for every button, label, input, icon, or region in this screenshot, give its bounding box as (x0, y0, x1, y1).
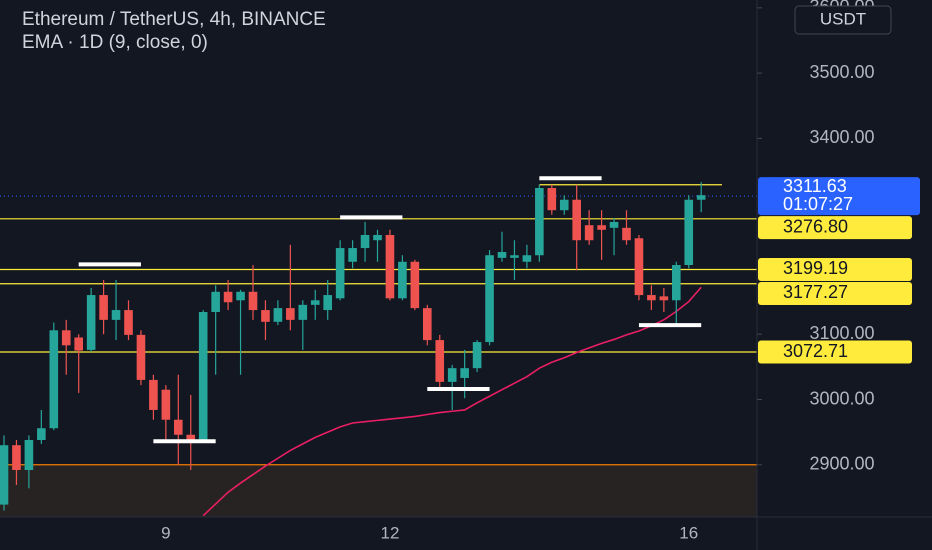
candle-body (497, 251, 507, 258)
candle-body (174, 419, 183, 435)
candle-body (273, 308, 283, 322)
candle-body (24, 439, 34, 470)
candle-body (597, 225, 606, 230)
candle-body (74, 337, 83, 351)
candle-body (348, 248, 357, 262)
candle-body (410, 261, 420, 309)
candle-body (584, 225, 594, 241)
y-tick-label: 3400.00 (809, 127, 874, 147)
level-label: 3177.27 (783, 282, 848, 302)
candle-body (323, 295, 332, 311)
candle-body (236, 291, 245, 301)
candle-body (335, 248, 345, 299)
x-tick-label: 9 (161, 523, 170, 542)
candle-body (248, 291, 258, 311)
countdown-label: 01:07:27 (783, 194, 853, 214)
candle-body (198, 312, 208, 440)
candle-body (261, 310, 270, 322)
candle-body (622, 227, 631, 241)
candle-body (659, 296, 669, 301)
candle-body (12, 445, 21, 470)
support-zone (0, 464, 757, 517)
candle-body (99, 295, 108, 320)
candle-body (398, 261, 407, 299)
ema-line (202, 286, 702, 517)
level-tag (758, 257, 912, 281)
currency-button[interactable] (794, 5, 892, 35)
candle-body (360, 235, 370, 249)
level-tag (758, 281, 912, 305)
candle-body (460, 368, 469, 378)
plot-area (0, 176, 757, 517)
candle-body (49, 330, 59, 429)
candle-body (672, 265, 681, 301)
candle-body (385, 235, 395, 299)
candle-body (111, 310, 121, 320)
level-label: 3199.19 (783, 258, 848, 278)
x-tick-label: 12 (380, 523, 399, 542)
candle-body (572, 199, 581, 241)
candle-body (696, 195, 706, 200)
candle-body (149, 379, 158, 410)
candle-body (510, 255, 519, 258)
candle-body (136, 334, 146, 380)
candle-body (684, 199, 694, 266)
candle-body (423, 308, 432, 341)
level-tag (758, 216, 912, 240)
y-tick-label: 3000.00 (809, 388, 874, 408)
chart-title: Ethereum / TetherUS, 4h, BINANCE (22, 9, 326, 30)
candle-body (547, 188, 557, 211)
candle-body (0, 445, 9, 505)
candle-body (37, 428, 46, 440)
last-price-label: 3311.63 (783, 176, 847, 196)
candle-body (310, 300, 320, 305)
candle-body (609, 221, 619, 228)
candle-body (223, 291, 233, 303)
candle-body (472, 342, 482, 369)
candle-body (634, 238, 644, 296)
y-tick-label: 2900.00 (809, 454, 874, 474)
candle-body (647, 295, 656, 301)
candle-body (485, 255, 494, 343)
candle-body (161, 389, 171, 420)
candle-body (211, 291, 220, 313)
level-tag (758, 340, 912, 364)
level-label: 3276.80 (783, 216, 848, 236)
candle-body (298, 304, 308, 320)
candle-body (535, 188, 544, 256)
candle-body (435, 340, 445, 382)
y-tick-label: 3500.00 (809, 62, 874, 82)
candle-body (124, 310, 133, 335)
candle-body (447, 368, 457, 382)
x-tick-label: 16 (679, 523, 698, 542)
candle-body (186, 434, 196, 440)
currency-label[interactable]: USDT (820, 9, 866, 28)
candle-body (286, 308, 295, 320)
candle-body (61, 330, 71, 346)
candle-body (559, 199, 569, 211)
candle-body (86, 295, 96, 350)
level-label: 3072.71 (783, 341, 848, 361)
axes: 2900.003000.003100.003400.003500.003600.… (161, 0, 920, 542)
last-price-tag (758, 177, 920, 216)
candle-body (373, 235, 382, 241)
indicator-label: EMA · 1D (9, close, 0) (22, 32, 208, 53)
candle-body (522, 255, 532, 262)
y-tick-label: 3100.00 (809, 323, 874, 343)
